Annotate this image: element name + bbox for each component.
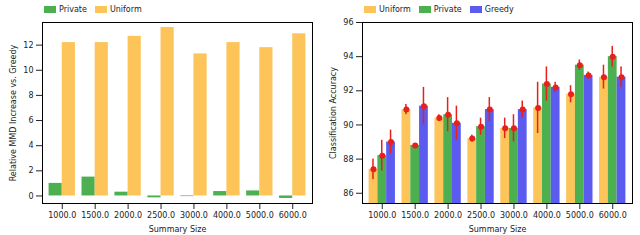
svg-text:6: 6: [28, 116, 33, 125]
svg-text:2000.0: 2000.0: [434, 211, 462, 220]
svg-text:8: 8: [28, 91, 33, 100]
svg-text:Summary Size: Summary Size: [469, 225, 527, 234]
svg-text:12: 12: [23, 41, 33, 50]
svg-text:4000.0: 4000.0: [533, 211, 561, 220]
svg-text:2500.0: 2500.0: [467, 211, 495, 220]
svg-text:86: 86: [343, 189, 353, 198]
html-text:Private: Private: [433, 5, 462, 14]
svg-text:Relative MMD Increase vs. Gree: Relative MMD Increase vs. Greedy: [9, 44, 18, 181]
svg-text:92: 92: [343, 86, 353, 95]
svg-text:5000.0: 5000.0: [566, 211, 594, 220]
svg-text:4: 4: [28, 141, 33, 150]
svg-text:6000.0: 6000.0: [279, 211, 307, 220]
svg-text:5000.0: 5000.0: [246, 211, 274, 220]
svg-text:2000.0: 2000.0: [114, 211, 142, 220]
svg-text:Summary Size: Summary Size: [149, 225, 207, 234]
svg-text:6000.0: 6000.0: [599, 211, 627, 220]
svg-text:0: 0: [28, 192, 33, 201]
svg-text:94: 94: [343, 52, 353, 61]
svg-text:1000.0: 1000.0: [48, 211, 76, 220]
html-text:Uniform: Uniform: [379, 5, 411, 14]
html-text:Private: Private: [59, 5, 87, 14]
svg-text:96: 96: [343, 18, 353, 27]
svg-text:90: 90: [343, 121, 353, 130]
svg-text:3000.0: 3000.0: [180, 211, 208, 220]
svg-text:2500.0: 2500.0: [147, 211, 175, 220]
svg-text:1500.0: 1500.0: [81, 211, 109, 220]
svg-text:3000.0: 3000.0: [500, 211, 528, 220]
html-text:Uniform: Uniform: [109, 5, 142, 14]
svg-text:4000.0: 4000.0: [213, 211, 241, 220]
svg-text:2: 2: [28, 166, 33, 175]
svg-text:88: 88: [343, 155, 353, 164]
svg-text:Classification Accuracy: Classification Accuracy: [329, 67, 338, 159]
html-text:Greedy: Greedy: [484, 5, 514, 14]
svg-text:1500.0: 1500.0: [401, 211, 429, 220]
svg-text:1000.0: 1000.0: [368, 211, 396, 220]
svg-text:10: 10: [23, 66, 33, 75]
